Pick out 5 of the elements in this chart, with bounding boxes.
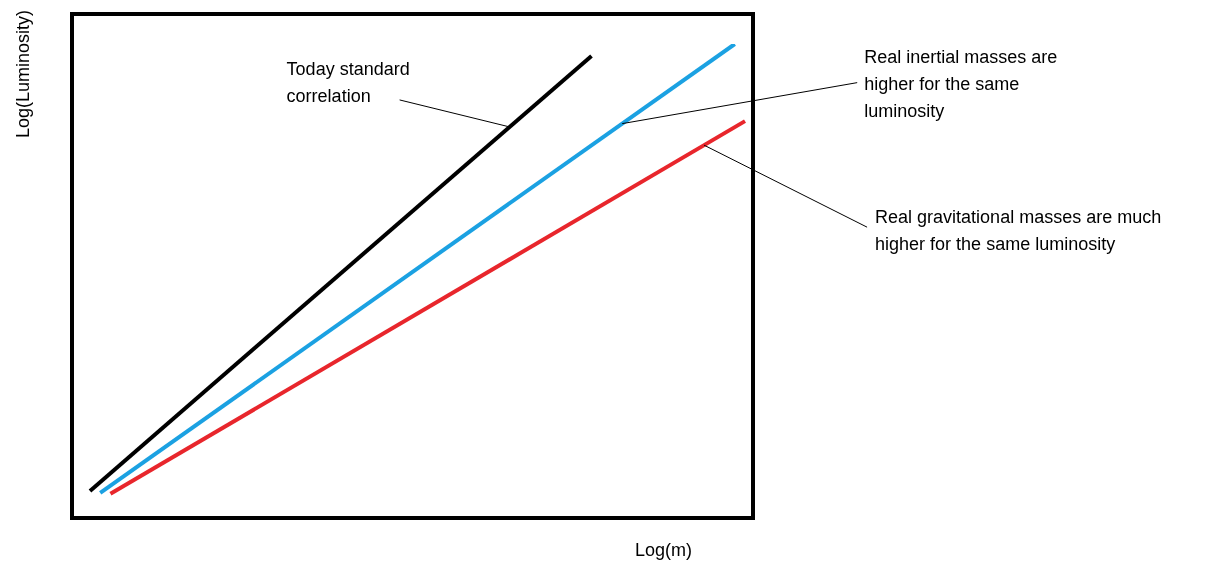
y-axis-title: Log(Luminosity) xyxy=(13,9,34,138)
annotation: Today standard correlation xyxy=(286,58,410,106)
x-axis-title: Log(m) xyxy=(635,540,693,561)
text: Real gravitational masses are much higher for the same luminosity xyxy=(875,207,1162,255)
text: Real inertial masses are higher for the same luminosity xyxy=(864,46,1058,121)
